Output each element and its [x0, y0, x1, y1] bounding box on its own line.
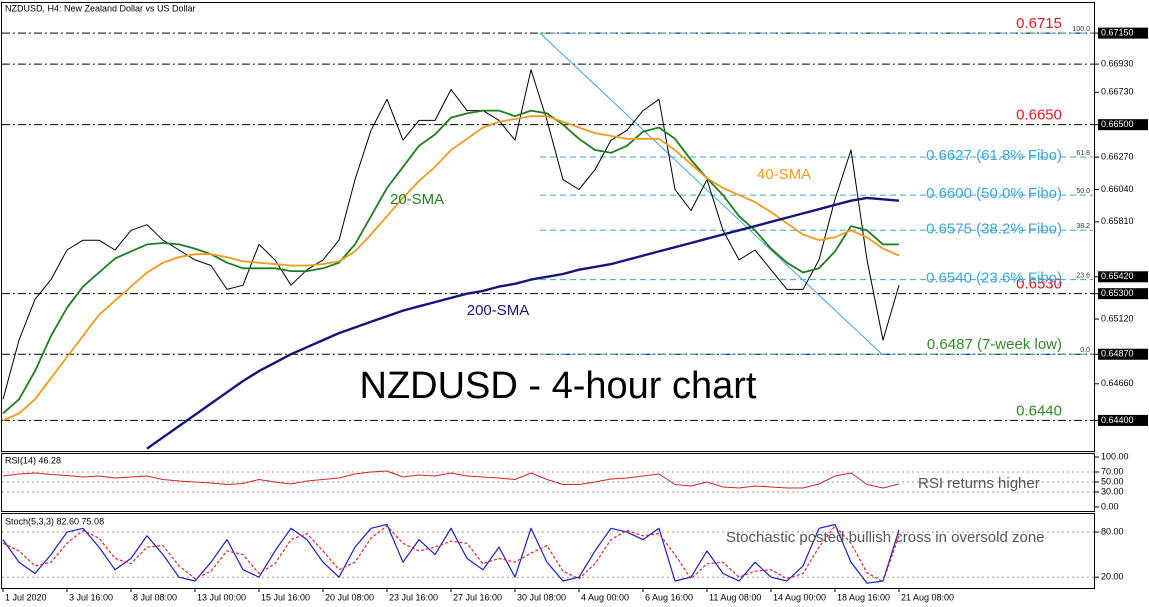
x-tick-label: 23 Jul 16:00 — [389, 592, 438, 602]
fibo-ratio: 61.8 — [1076, 150, 1090, 157]
tick-box — [1098, 271, 1148, 283]
main-panel — [1, 2, 1095, 452]
level-label: 0.6440 — [1016, 402, 1062, 419]
y-tick-label: 80.00 — [1101, 526, 1124, 536]
y-tick-label: 0.65810 — [1101, 216, 1134, 226]
x-tick-label: 27 Jul 16:00 — [453, 592, 502, 602]
y-tick-label: 0.00 — [1101, 501, 1119, 511]
y-tick-label: 0.64870 — [1101, 349, 1134, 359]
x-tick-label: 1 Jul 2020 — [5, 592, 47, 602]
fibo-label: 0.6540 (23.6% Fibo) — [926, 270, 1062, 287]
tick-box — [1098, 288, 1148, 300]
annotation: NZDUSD - 4-hour chart — [360, 365, 757, 407]
fibo-label: 0.6575 (38.2% Fibo) — [926, 220, 1062, 237]
fibo-ratio: 23.6 — [1076, 272, 1090, 279]
tick-box — [1098, 348, 1148, 360]
rsi-panel — [1, 453, 1095, 512]
x-tick-label: 3 Jul 16:00 — [69, 592, 113, 602]
panel-title: NZDUSD, H4: New Zealand Dollar vs US Dol… — [5, 3, 196, 13]
panel-title: RSI(14) 46.28 — [5, 455, 61, 465]
x-tick-label: 13 Jul 00:00 — [197, 592, 246, 602]
level-label: 0.6715 — [1016, 15, 1062, 32]
annotation: 20-SMA — [390, 191, 444, 208]
fibo-ratio: 0.0 — [1080, 347, 1090, 354]
fibo-ratio: 100.0 — [1072, 26, 1090, 33]
y-tick-label: 100.00 — [1101, 451, 1129, 461]
annotation: RSI returns higher — [918, 475, 1040, 492]
tick-box — [1098, 414, 1148, 426]
annotation: Stochastic posted bullish cross in overs… — [726, 529, 1045, 546]
fibo-label: 0.6600 (50.0% Fibo) — [926, 185, 1062, 202]
y-tick-label: 0.67150 — [1101, 28, 1134, 38]
y-tick-label: 0.66500 — [1101, 119, 1134, 129]
x-tick-label: 18 Aug 16:00 — [837, 592, 890, 602]
y-tick-label: 0.66040 — [1101, 184, 1134, 194]
fibo-ratio: 50.0 — [1076, 188, 1090, 195]
series-line — [2, 69, 900, 400]
y-tick-label: 0.64660 — [1101, 378, 1134, 388]
series-line — [2, 115, 900, 422]
series-line — [2, 109, 899, 415]
series-line — [146, 196, 900, 450]
annotation: 200-SMA — [467, 302, 530, 319]
x-tick-label: 15 Jul 16:00 — [261, 592, 310, 602]
y-tick-label: 0.65120 — [1101, 313, 1134, 323]
x-tick-label: 30 Jul 08:00 — [517, 592, 566, 602]
y-tick-label: 0.65300 — [1101, 288, 1134, 298]
level-label: 0.6487 (7-week low) — [927, 336, 1062, 353]
y-tick-label: 50.00 — [1101, 476, 1124, 486]
tick-box — [1098, 119, 1148, 131]
level-label: 0.6650 — [1016, 107, 1062, 124]
annotation: 40-SMA — [757, 166, 811, 183]
panel-title: Stoch(5,3,3) 82.60 75.08 — [5, 516, 104, 526]
y-tick-label: 70.00 — [1101, 466, 1124, 476]
x-tick-label: 11 Aug 08:00 — [709, 592, 761, 602]
x-tick-label: 21 Aug 08:00 — [901, 592, 954, 602]
y-tick-label: 0.66270 — [1101, 151, 1134, 161]
y-tick-label: 0.65420 — [1101, 271, 1134, 281]
x-tick-label: 4 Aug 00:00 — [581, 592, 629, 602]
y-tick-label: 0.64400 — [1101, 415, 1134, 425]
x-tick-label: 8 Jul 08:00 — [133, 592, 177, 602]
series-line — [2, 470, 900, 489]
fibo-label: 0.6627 (61.8% Fibo) — [926, 147, 1062, 164]
y-tick-label: 30.00 — [1101, 486, 1124, 496]
y-tick-label: 0.66730 — [1101, 87, 1134, 97]
x-tick-label: 20 Jul 08:00 — [325, 592, 374, 602]
y-tick-label: 20.00 — [1101, 572, 1124, 582]
series-line — [2, 523, 900, 584]
x-tick-label: 6 Aug 16:00 — [645, 592, 693, 602]
fibo-ratio: 38.2 — [1076, 223, 1090, 230]
stoch-panel — [1, 513, 1095, 589]
y-tick-label: 0.66930 — [1101, 58, 1134, 68]
tick-box — [1098, 27, 1148, 39]
x-tick-label: 14 Aug 00:00 — [773, 592, 826, 602]
series-line — [2, 525, 900, 583]
